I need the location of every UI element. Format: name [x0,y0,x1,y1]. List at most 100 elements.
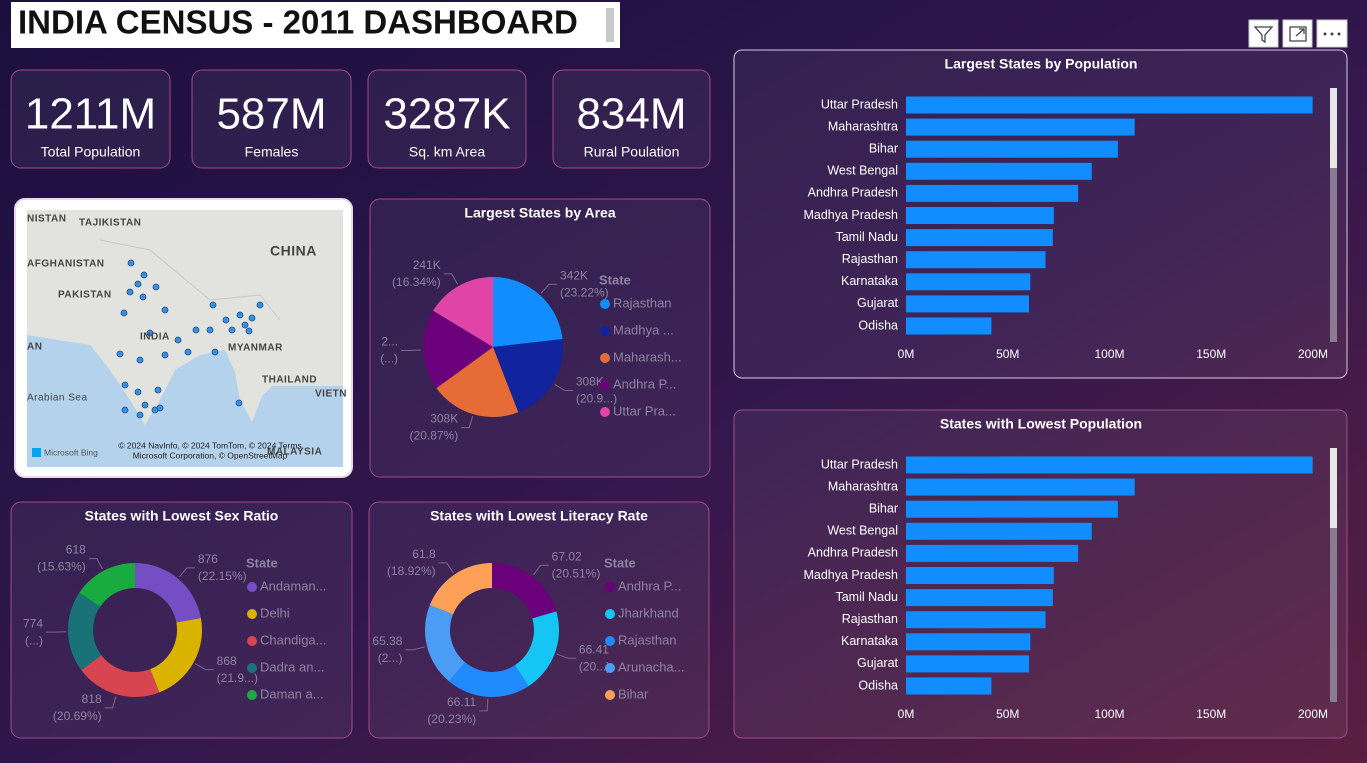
legend-label: Rajasthan [613,295,672,310]
map-label: TAJIKISTAN [79,218,141,229]
legend-swatch [605,690,615,700]
category-label: Madhya Pradesh [803,208,898,222]
donut-segment [492,563,557,619]
more-icon [1323,32,1341,36]
leader-line [443,273,459,285]
filter-button[interactable] [1248,19,1279,48]
bar [906,544,1079,562]
chart-title: States with Lowest Literacy Rate [430,508,648,524]
data-label: 241K [413,258,441,272]
percent-label: (...) [25,633,43,647]
x-tick-label: 100M [1094,347,1124,361]
legend-label: Rajasthan [618,632,677,647]
map-label: AN [27,342,42,353]
map-point [206,326,214,334]
percent-label: (20.51%) [552,566,601,580]
data-label: 66.11 [447,695,476,709]
data-label: 818 [82,692,102,706]
map-visual: NISTAN TAJIKISTAN CHINA AFGHANISTAN PAKISTAN… [14,198,353,478]
category-label: West Bengal [827,524,898,538]
kpi-card [552,69,711,169]
leader-line [533,564,549,576]
legend-label: Delhi [260,605,290,620]
legend-swatch [600,353,610,363]
pie-slice [493,339,563,413]
pie-slice [436,347,519,418]
legend-label: Andhra P... [613,376,676,391]
leader-line [461,415,474,429]
map-point [236,311,244,319]
map-point [174,336,182,344]
map-point [141,401,149,409]
category-label: Bihar [869,141,898,155]
category-label: Gujarat [857,296,899,310]
percent-label: (15.63%) [37,560,86,574]
data-label: 308K [430,412,458,426]
chart-title: States with Lowest Population [940,416,1142,432]
bar [906,478,1135,496]
legend-title: State [599,272,631,287]
focus-button[interactable] [1282,19,1313,48]
legend-label: Chandiga... [260,632,327,647]
map-label: Arabian Sea [27,393,88,404]
bar [906,456,1313,474]
percent-label: (18.92%) [387,564,436,578]
percent-label: (23.22%) [560,286,609,300]
legend-label: Uttar Pra... [613,403,676,418]
map-point [211,348,219,356]
kpi-label: Total Population [41,144,141,160]
x-tick-label: 0M [898,707,915,721]
category-label: Bihar [869,501,898,515]
map-point [156,404,164,412]
pie-slice [433,277,493,347]
x-tick-label: 0M [898,347,915,361]
percent-label: (...) [380,352,398,366]
donut-segment [150,618,203,693]
legend-title: State [246,555,278,570]
bar [906,207,1054,224]
map-point [134,280,142,288]
category-label: Tamil Nadu [835,230,898,244]
map-point [136,356,144,364]
percent-label: (20.23%) [427,712,476,726]
map-point [161,306,169,314]
data-label: 342K [560,269,588,283]
leader-line [405,646,426,651]
kpi-value: 587M [216,90,326,139]
donut-segment [514,611,559,687]
scrollbar-track [1330,448,1337,702]
bar [906,589,1053,607]
category-label: Tamil Nadu [835,590,898,604]
category-label: Maharashtra [828,479,898,493]
category-label: Gujarat [857,656,899,670]
category-label: Uttar Pradesh [821,457,898,471]
legend-label: Maharash... [613,349,682,364]
legend-swatch [247,690,257,700]
map-point [192,326,200,334]
pie-slice [493,277,563,347]
pie-slice [423,310,493,389]
title-box [11,2,620,48]
category-label: West Bengal [827,164,898,178]
data-label: 65.38 [372,634,402,648]
map-label: PAKISTAN [58,290,112,301]
legend-swatch [600,407,610,417]
map-point [121,406,129,414]
bar [906,229,1053,247]
percent-label: (20.87%) [410,429,459,443]
map-point [121,381,129,389]
category-label: Uttar Pradesh [821,97,898,111]
percent-label: (21.9...) [217,671,258,685]
legend-label: Arunacha... [618,659,685,674]
leader-line [88,558,103,570]
percent-label: (16.34%) [392,275,441,289]
category-label: Karnataka [841,274,898,288]
leader-line [104,696,117,709]
legend-label: Bihar [618,686,649,701]
map-point [152,283,160,291]
leader-line [554,383,573,392]
category-label: Rajasthan [842,612,898,626]
kpi-value: 834M [576,90,686,139]
map-point [248,314,256,322]
bar [906,500,1118,518]
